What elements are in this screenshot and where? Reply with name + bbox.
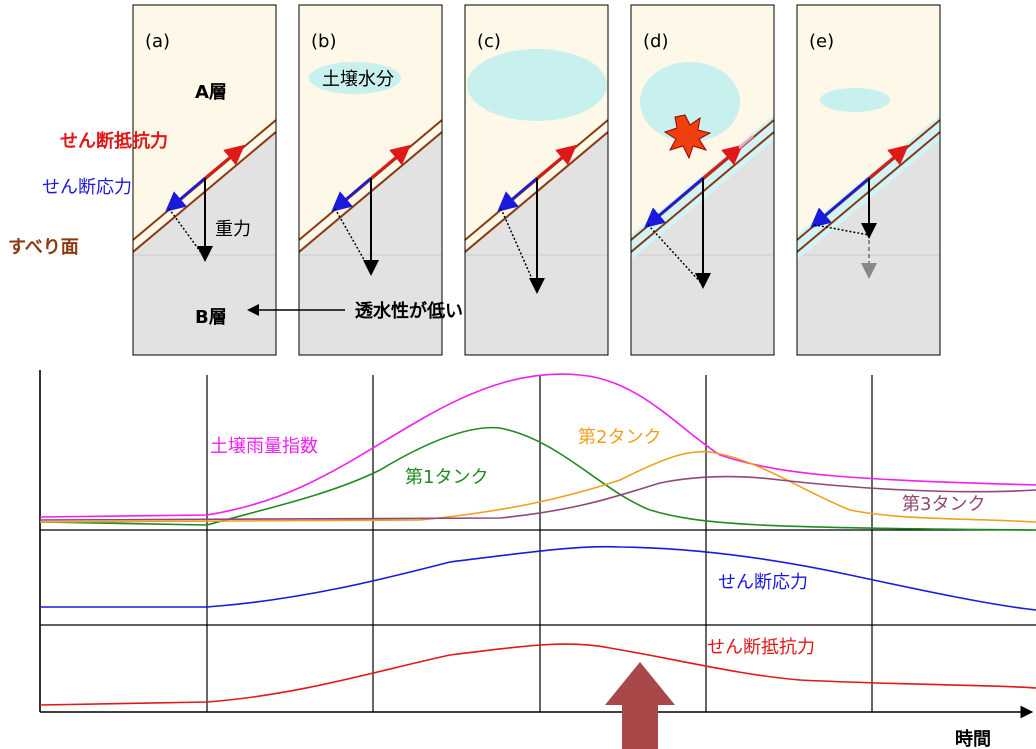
graph-labels: 土壌雨量指数 第1タンク 第2タンク 第3タンク せん断応力 せん断抵抗力 時間 — [210, 427, 991, 749]
curve-index — [40, 374, 1036, 517]
curve-resistance — [40, 644, 1036, 705]
page: Diagram {"panels":[{"label":"(a)"},{"lab… — [0, 0, 1036, 749]
grid — [40, 375, 1036, 712]
stress-label: せん断応力 — [42, 177, 132, 198]
panel-label: (d) — [643, 31, 668, 52]
diagram: (a) (b) (c) (d) (e) 土壌水分 A層 B層 重力 せん断抵抗力 せん断… — [0, 0, 1036, 749]
curve-label: 土壌雨量指数 — [210, 436, 318, 457]
curve-stress — [40, 547, 1036, 610]
gravity-label: 重力 — [215, 219, 251, 240]
curve-tank3 — [40, 477, 1036, 520]
x-axis-label: 時間 — [955, 729, 991, 749]
slip-label: すべり面 — [8, 237, 79, 258]
panel-label: (c) — [477, 31, 501, 52]
curve-label: 第2タンク — [578, 427, 661, 448]
note: 透水性が低い — [355, 300, 463, 322]
highlight-arrow — [605, 662, 675, 749]
soil-moisture-label: 土壌水分 — [322, 69, 394, 90]
curve-label: 第3タンク — [902, 494, 985, 515]
graph — [40, 370, 1036, 749]
layer-b-label: B層 — [195, 307, 227, 328]
panel-label: (a) — [145, 31, 170, 52]
curve-label: せん断応力 — [718, 572, 808, 593]
layer-a-label: A層 — [195, 82, 227, 103]
resistance-label: せん断抵抗力 — [60, 130, 168, 152]
curve-tank2 — [40, 452, 1036, 522]
moisture — [467, 49, 607, 121]
body: (a) (b) (c) (d) (e) 土壌水分 A層 B層 重力 せん断抵抗力 せん断… — [0, 0, 1036, 749]
curve-label: 第1タンク — [405, 467, 488, 488]
panel-label: (b) — [311, 31, 336, 52]
curve-label: せん断抵抗力 — [707, 637, 815, 658]
panel-label: (e) — [809, 31, 834, 52]
moisture — [820, 88, 890, 112]
